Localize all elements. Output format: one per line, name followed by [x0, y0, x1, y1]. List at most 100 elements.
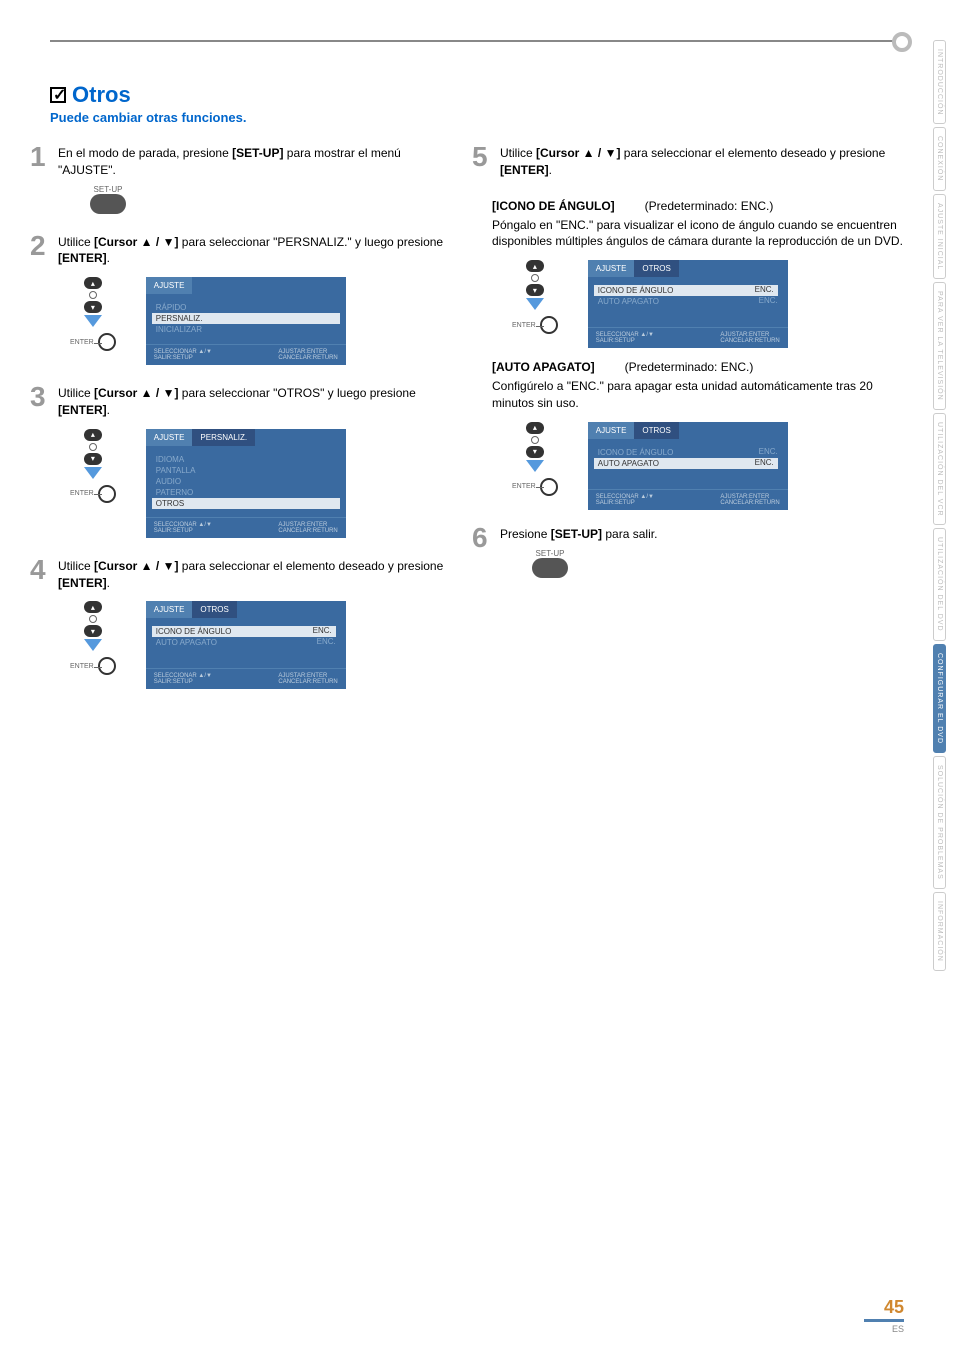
setup-button-diagram: SET-UP — [532, 549, 568, 578]
ring-icon — [531, 436, 539, 444]
osd-menu-row: ICONO DE ÁNGULO ENC. — [598, 447, 778, 458]
side-nav-tab[interactable]: UTILIZACIÓN DEL VCR — [933, 413, 946, 526]
remote-control-diagram: ▴ ▾ ENTER — [70, 601, 116, 675]
side-nav-tab[interactable]: SOLUCIÓN DE PROBLEMAS — [933, 756, 946, 889]
setup-button-diagram: SET-UP — [90, 185, 126, 214]
setting-description: Póngalo en "ENC." para visualizar el ico… — [492, 217, 904, 251]
side-nav-tab[interactable]: INFORMACIÓN — [933, 892, 946, 971]
osd-tab: OTROS — [634, 260, 678, 277]
osd-menu: AJUSTEOTROS ICONO DE ÁNGULO ENC. AUTO AP… — [146, 601, 346, 689]
remote-control-diagram: ▴ ▾ ENTER — [70, 429, 116, 503]
setting-description: Configúrelo a "ENC." para apagar esta un… — [492, 378, 904, 412]
enter-label: ENTER — [70, 490, 94, 497]
step-text: Utilice [Cursor ▲ / ▼] para seleccionar … — [500, 145, 904, 179]
side-nav-tab[interactable]: CONEXIÓN — [933, 127, 946, 190]
arrow-down-icon — [84, 639, 102, 651]
cursor-down-icon: ▾ — [84, 301, 102, 313]
cursor-down-icon: ▾ — [84, 625, 102, 637]
step-number: 6 — [472, 522, 488, 554]
cursor-up-icon: ▴ — [84, 277, 102, 289]
enter-label: ENTER — [70, 339, 94, 346]
step-text: Utilice [Cursor ▲ / ▼] para seleccionar … — [58, 234, 462, 268]
instruction-step: 2 Utilice [Cursor ▲ / ▼] para selecciona… — [50, 234, 462, 366]
instruction-step: 6 Presione [SET-UP] para salir. SET-UP — [492, 526, 904, 578]
osd-menu-item: OTROS — [152, 498, 340, 509]
instruction-step: 3 Utilice [Cursor ▲ / ▼] para selecciona… — [50, 385, 462, 538]
side-nav-tab[interactable]: AJUSTE INICIAL — [933, 194, 946, 279]
osd-menu: AJUSTEPERSNALIZ. IDIOMAPANTALLAAUDIOPATE… — [146, 429, 346, 538]
osd-menu-item: PANTALLA — [156, 465, 336, 476]
side-nav-tab[interactable]: PARA VER LA TELEVISIÓN — [933, 282, 946, 410]
enter-label: ENTER — [512, 322, 536, 329]
cursor-down-icon: ▾ — [526, 284, 544, 296]
instruction-step: 5 Utilice [Cursor ▲ / ▼] para selecciona… — [492, 145, 904, 179]
ring-icon — [89, 615, 97, 623]
step-text: Utilice [Cursor ▲ / ▼] para seleccionar … — [58, 385, 462, 419]
step-text: Presione [SET-UP] para salir. — [500, 526, 904, 543]
step-number: 5 — [472, 141, 488, 173]
osd-menu-row: AUTO APAGATO ENC. — [598, 296, 778, 307]
page-number-underline — [864, 1319, 904, 1322]
enter-label: ENTER — [512, 483, 536, 490]
title-text: Otros — [72, 82, 131, 108]
osd-tab: PERSNALIZ. — [192, 429, 255, 446]
cursor-down-icon: ▾ — [526, 446, 544, 458]
osd-menu-row: ICONO DE ÁNGULO ENC. — [156, 626, 336, 637]
osd-tab: AJUSTE — [588, 260, 635, 277]
instruction-step: 1 En el modo de parada, presione [SET-UP… — [50, 145, 462, 214]
osd-tab: OTROS — [192, 601, 236, 618]
osd-menu-item: RÁPIDO — [156, 302, 336, 313]
side-nav-tab[interactable]: INTRODUCCIÓN — [933, 40, 946, 124]
arrow-down-icon — [84, 467, 102, 479]
default-value: (Predeterminado: ENC.) — [645, 199, 774, 213]
ring-icon — [89, 291, 97, 299]
osd-menu-item: IDIOMA — [156, 454, 336, 465]
osd-menu-item: INICIALIZAR — [156, 324, 336, 335]
cursor-up-icon: ▴ — [84, 601, 102, 613]
step-number: 2 — [30, 230, 46, 262]
instruction-step: 4 Utilice [Cursor ▲ / ▼] para selecciona… — [50, 558, 462, 690]
osd-tab: AJUSTE — [146, 601, 193, 618]
setting-heading: [AUTO APAGATO](Predeterminado: ENC.) — [492, 360, 904, 374]
cursor-up-icon: ▴ — [84, 429, 102, 441]
osd-tab: OTROS — [634, 422, 678, 439]
osd-menu-row: ICONO DE ÁNGULO ENC. — [598, 285, 778, 296]
osd-menu-row: AUTO APAGATO ENC. — [156, 637, 336, 648]
page-number: 45 — [884, 1297, 904, 1318]
checkbox-icon — [50, 87, 66, 103]
step-number: 1 — [30, 141, 46, 173]
section-subtitle: Puede cambiar otras funciones. — [50, 110, 904, 125]
cursor-down-icon: ▾ — [84, 453, 102, 465]
osd-menu-item: PERSNALIZ. — [152, 313, 340, 324]
cursor-up-icon: ▴ — [526, 422, 544, 434]
osd-menu: AJUSTEOTROS ICONO DE ÁNGULO ENC. AUTO AP… — [588, 422, 788, 510]
section-title: Otros — [50, 82, 904, 108]
ring-icon — [531, 274, 539, 282]
osd-menu-item: PATERNO — [156, 487, 336, 498]
step-number: 3 — [30, 381, 46, 413]
cursor-up-icon: ▴ — [526, 260, 544, 272]
arrow-down-icon — [526, 460, 544, 472]
enter-label: ENTER — [70, 663, 94, 670]
side-nav-tab[interactable]: UTILIZACIÓN DEL DVD — [933, 528, 946, 641]
remote-control-diagram: ▴ ▾ ENTER — [512, 422, 558, 496]
arrow-down-icon — [84, 315, 102, 327]
step-text: Utilice [Cursor ▲ / ▼] para seleccionar … — [58, 558, 462, 592]
setting-heading: [ICONO DE ÁNGULO](Predeterminado: ENC.) — [492, 199, 904, 213]
page-locale: ES — [892, 1324, 904, 1334]
arrow-down-icon — [526, 298, 544, 310]
ring-icon — [89, 443, 97, 451]
osd-tab: AJUSTE — [588, 422, 635, 439]
step-number: 4 — [30, 554, 46, 586]
default-value: (Predeterminado: ENC.) — [625, 360, 754, 374]
osd-tab: AJUSTE — [146, 429, 193, 446]
decorative-circle — [892, 32, 912, 52]
osd-menu: AJUSTE RÁPIDOPERSNALIZ.INICIALIZAR SELEC… — [146, 277, 346, 365]
remote-control-diagram: ▴ ▾ ENTER — [70, 277, 116, 351]
remote-control-diagram: ▴ ▾ ENTER — [512, 260, 558, 334]
side-nav-tab[interactable]: CONFIGURAR EL DVD — [933, 644, 946, 753]
osd-menu-row: AUTO APAGATO ENC. — [598, 458, 778, 469]
osd-menu: AJUSTEOTROS ICONO DE ÁNGULO ENC. AUTO AP… — [588, 260, 788, 348]
osd-menu-item: AUDIO — [156, 476, 336, 487]
osd-tab: AJUSTE — [146, 277, 193, 294]
